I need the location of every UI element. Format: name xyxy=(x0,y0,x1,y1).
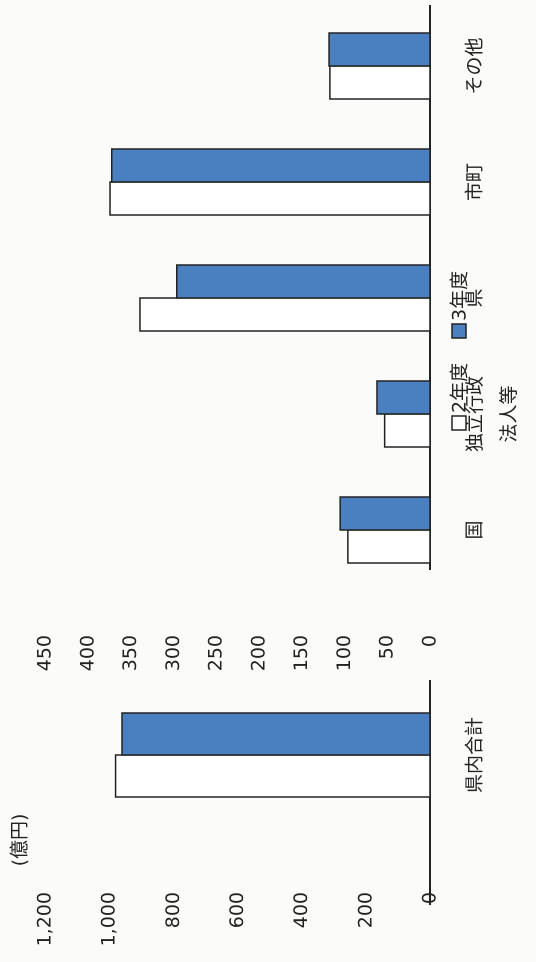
x-tick-label: 県内合計 xyxy=(464,717,486,793)
y-tick-label: 300 xyxy=(162,635,184,671)
bar xyxy=(328,32,431,67)
x-tick-label: 県 xyxy=(464,288,486,307)
x-tick-label: 国 xyxy=(464,520,486,539)
bar xyxy=(376,380,431,415)
y-tick-label: 350 xyxy=(119,635,141,671)
bar xyxy=(383,413,431,448)
bar xyxy=(114,754,431,798)
y-tick-label: 200 xyxy=(354,892,376,928)
bar xyxy=(121,712,431,756)
y-tick-label: 200 xyxy=(247,635,269,671)
y-tick-label: 400 xyxy=(76,635,98,671)
y-tick-label: 600 xyxy=(226,892,248,928)
legend-label: 2年度 xyxy=(449,363,471,413)
y-tick-label: 150 xyxy=(290,635,312,671)
legend-label: 3年度 xyxy=(449,271,471,321)
legend-swatch xyxy=(451,415,467,431)
y-tick-label: 400 xyxy=(290,892,312,928)
bar xyxy=(176,264,431,299)
y-tick-label: 1,000 xyxy=(98,892,120,946)
x-tick-label: 独立行政 法人等 xyxy=(464,376,520,452)
legend-swatch xyxy=(451,323,467,339)
x-tick-label: 市町 xyxy=(464,163,486,201)
bar xyxy=(110,148,431,183)
unit-label: (億円) xyxy=(9,814,31,867)
bar xyxy=(347,529,431,564)
x-tick-label: その他 xyxy=(464,37,486,94)
y-tick-label: 250 xyxy=(205,635,227,671)
y-tick-label: 450 xyxy=(34,635,56,671)
bar xyxy=(339,496,431,531)
y-tick-label: 100 xyxy=(333,635,355,671)
bar xyxy=(109,181,431,216)
bar xyxy=(329,65,431,100)
y-tick-label: 0 xyxy=(419,635,441,647)
y-tick-label: 1,200 xyxy=(34,892,56,946)
y-tick-label: 800 xyxy=(162,892,184,928)
y-tick-label: 50 xyxy=(376,635,398,659)
bar xyxy=(139,297,431,332)
rotated-chart: (億円) 02004006008001,0001,200県内合計05010015… xyxy=(9,5,520,946)
